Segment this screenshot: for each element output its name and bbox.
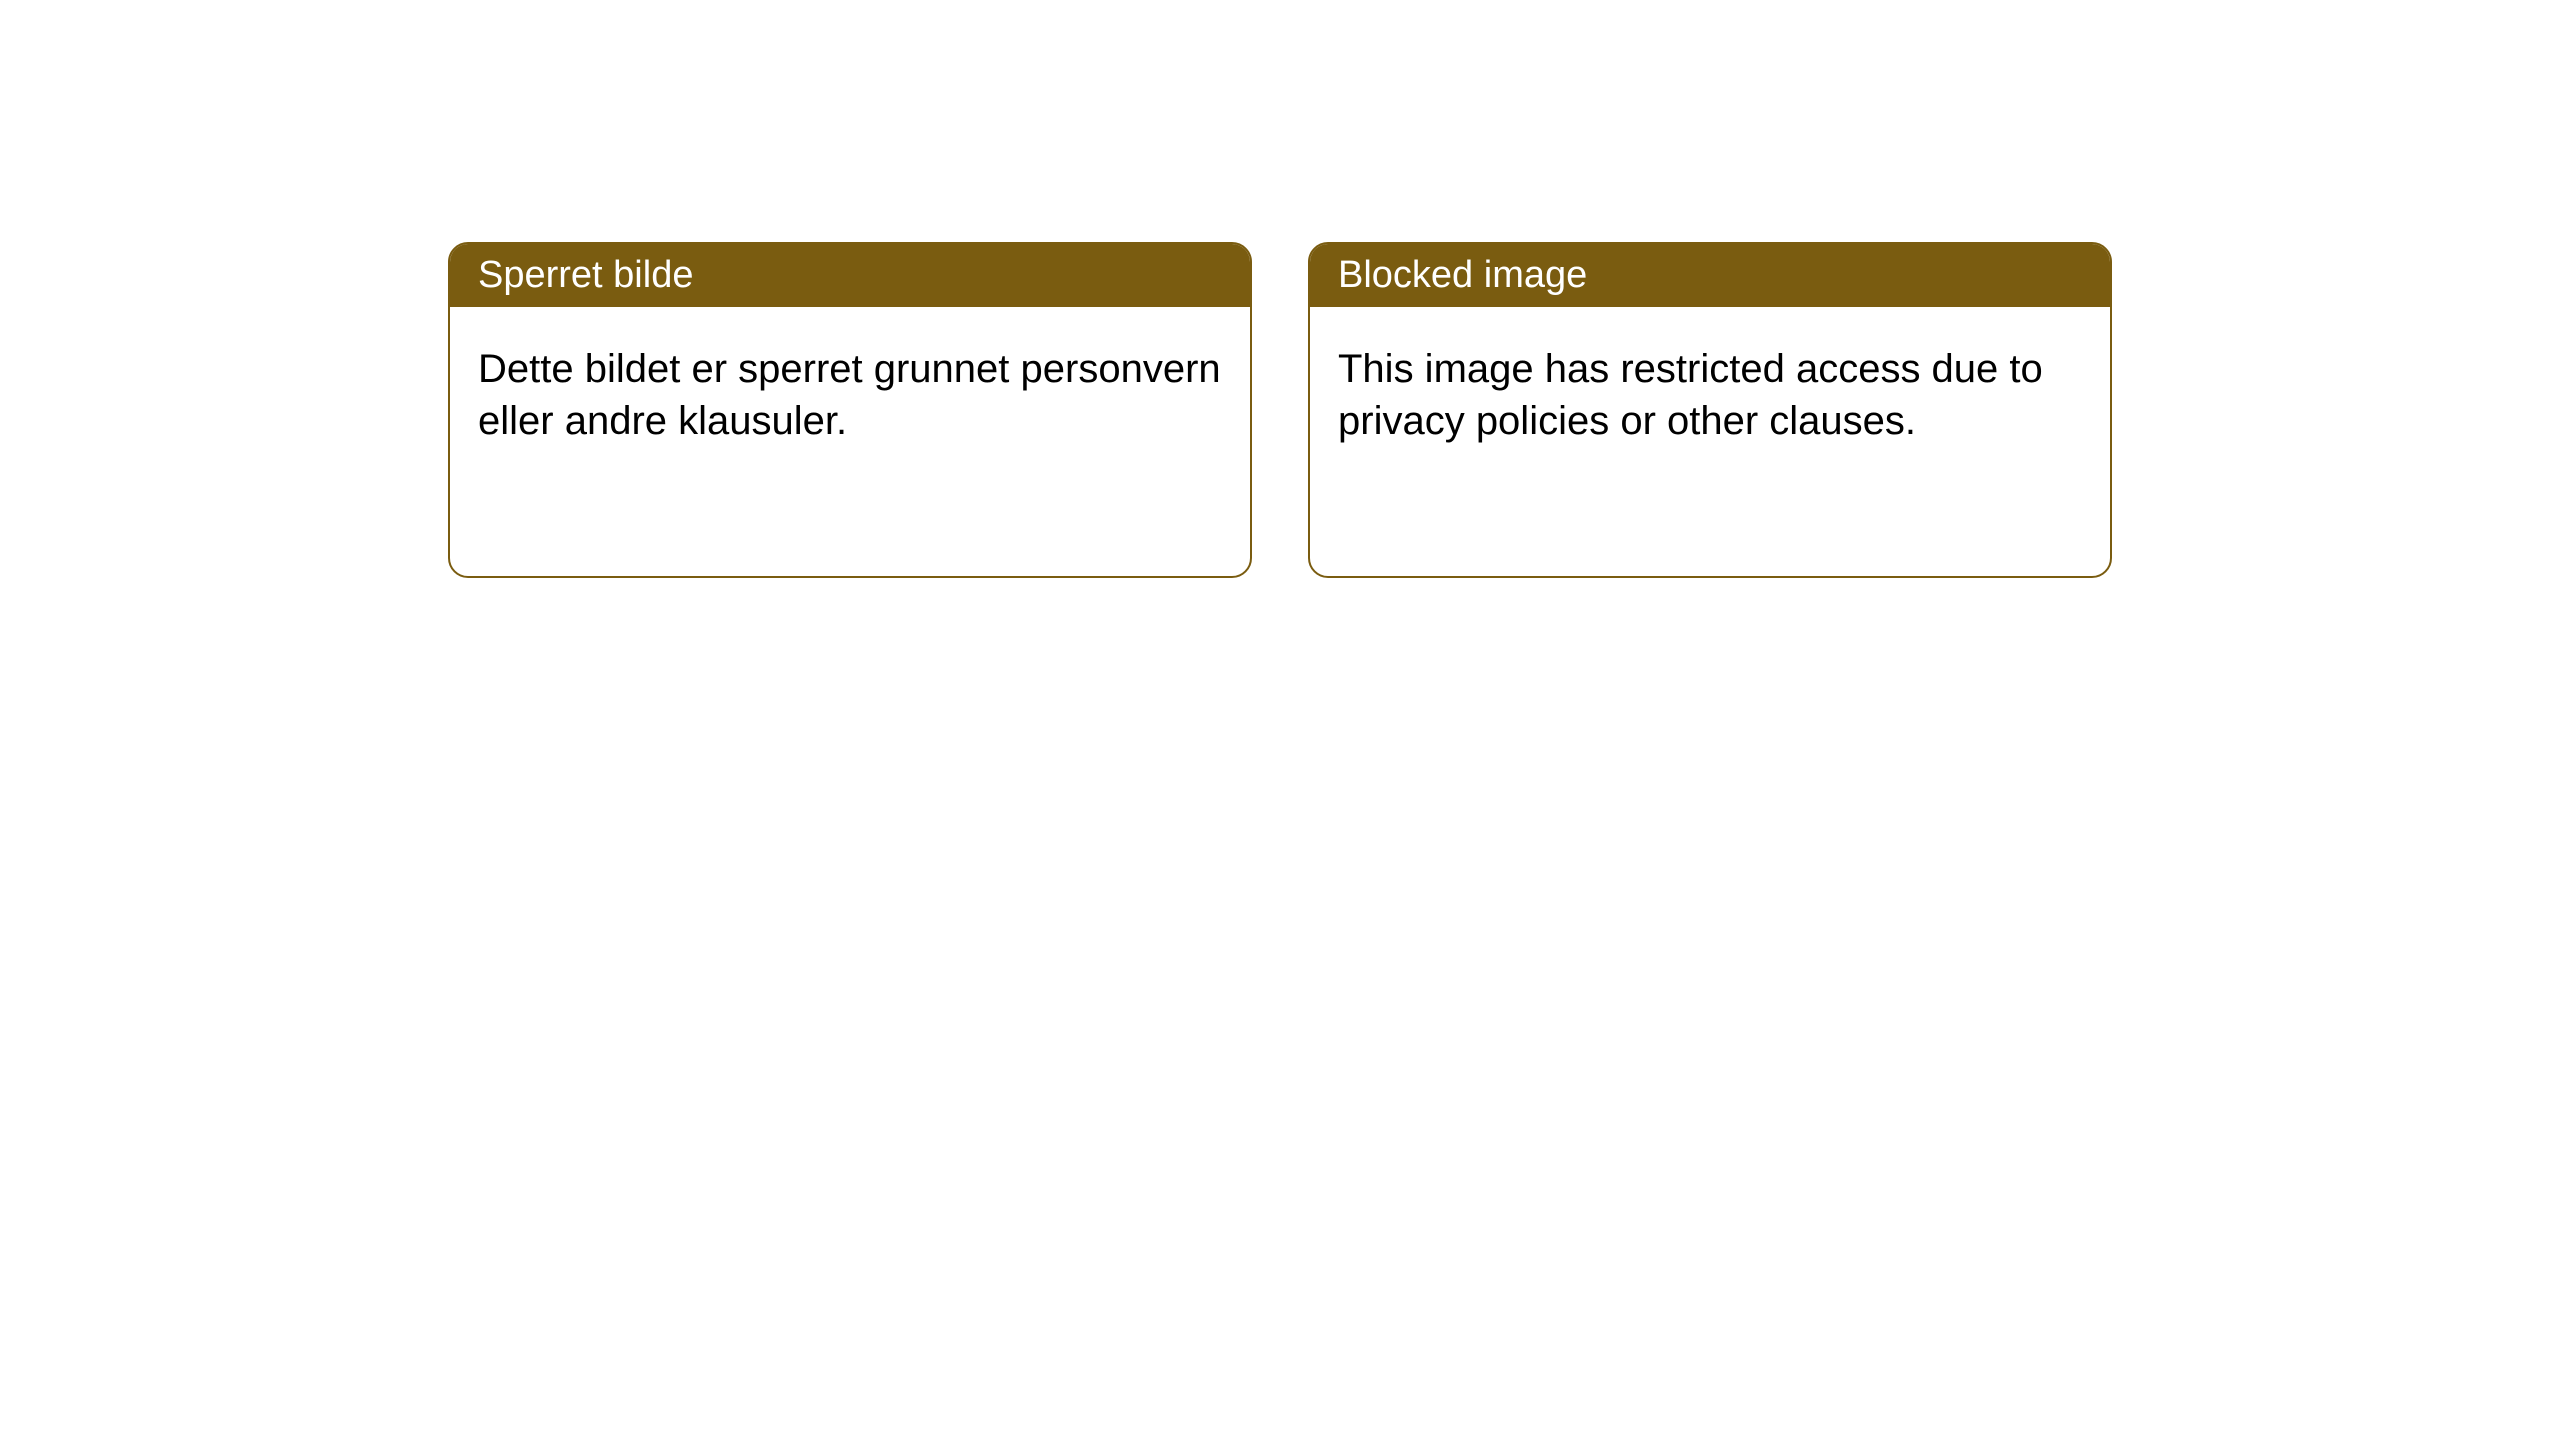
card-title-no: Sperret bilde xyxy=(450,244,1250,307)
blocked-image-card-en: Blocked image This image has restricted … xyxy=(1308,242,2112,578)
card-container: Sperret bilde Dette bildet er sperret gr… xyxy=(0,0,2560,578)
blocked-image-card-no: Sperret bilde Dette bildet er sperret gr… xyxy=(448,242,1252,578)
card-body-no: Dette bildet er sperret grunnet personve… xyxy=(450,307,1250,483)
card-body-en: This image has restricted access due to … xyxy=(1310,307,2110,483)
card-title-en: Blocked image xyxy=(1310,244,2110,307)
